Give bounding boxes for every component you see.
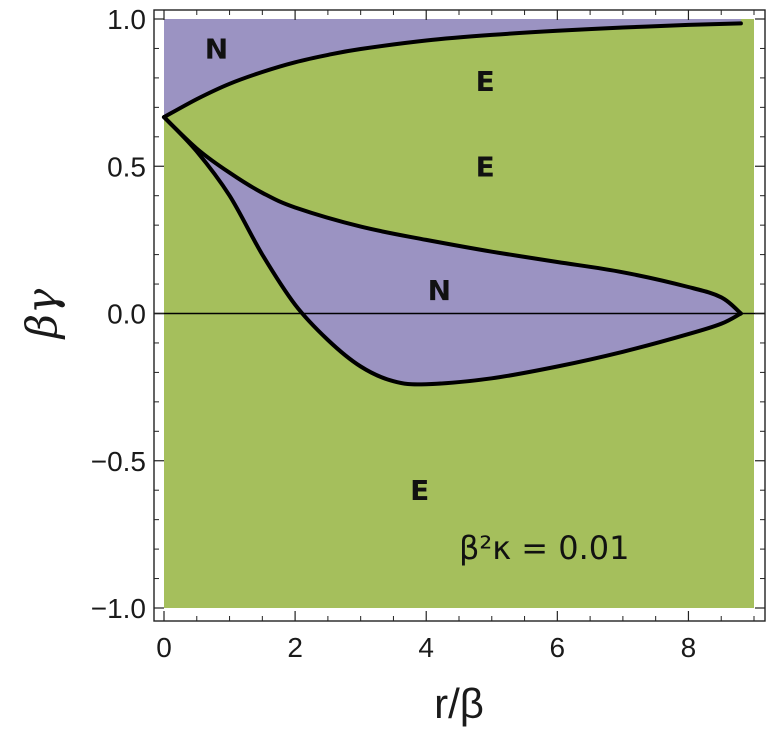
x-tick-label: 8	[681, 632, 697, 663]
y-tick-label: 0.5	[107, 151, 146, 182]
parameter-annotation: β²κ = 0.01	[459, 529, 630, 567]
tick-layer: 0 2 4 6 8 −1.0 −0.5 0.0 0.5 1.0	[91, 4, 765, 663]
x-tick-label: 0	[156, 632, 172, 663]
region-label-e: E	[476, 150, 495, 183]
region-label-n: N	[428, 274, 451, 307]
region-label-e: E	[476, 65, 495, 98]
x-tick-label: 6	[550, 632, 566, 663]
region-label-e: E	[410, 474, 429, 507]
boundary-curve-1	[162, 21, 743, 120]
y-tick-label: 1.0	[107, 4, 146, 35]
x-axis-title: r/β	[434, 680, 484, 727]
region-label-layer: E E E N N	[205, 32, 495, 507]
boundary-curve-2	[162, 115, 743, 316]
y-tick-label: −1.0	[91, 593, 146, 624]
x-tick-label: 4	[418, 632, 434, 663]
boundary-curve-3	[162, 115, 743, 387]
curve-layer	[154, 21, 765, 387]
y-axis-title: βγ	[17, 288, 66, 340]
region-n-top	[164, 19, 741, 118]
region-label-n: N	[205, 32, 228, 65]
x-tick-label: 2	[287, 632, 303, 663]
y-tick-label: 0.0	[107, 299, 146, 330]
y-tick-label: −0.5	[91, 446, 146, 477]
